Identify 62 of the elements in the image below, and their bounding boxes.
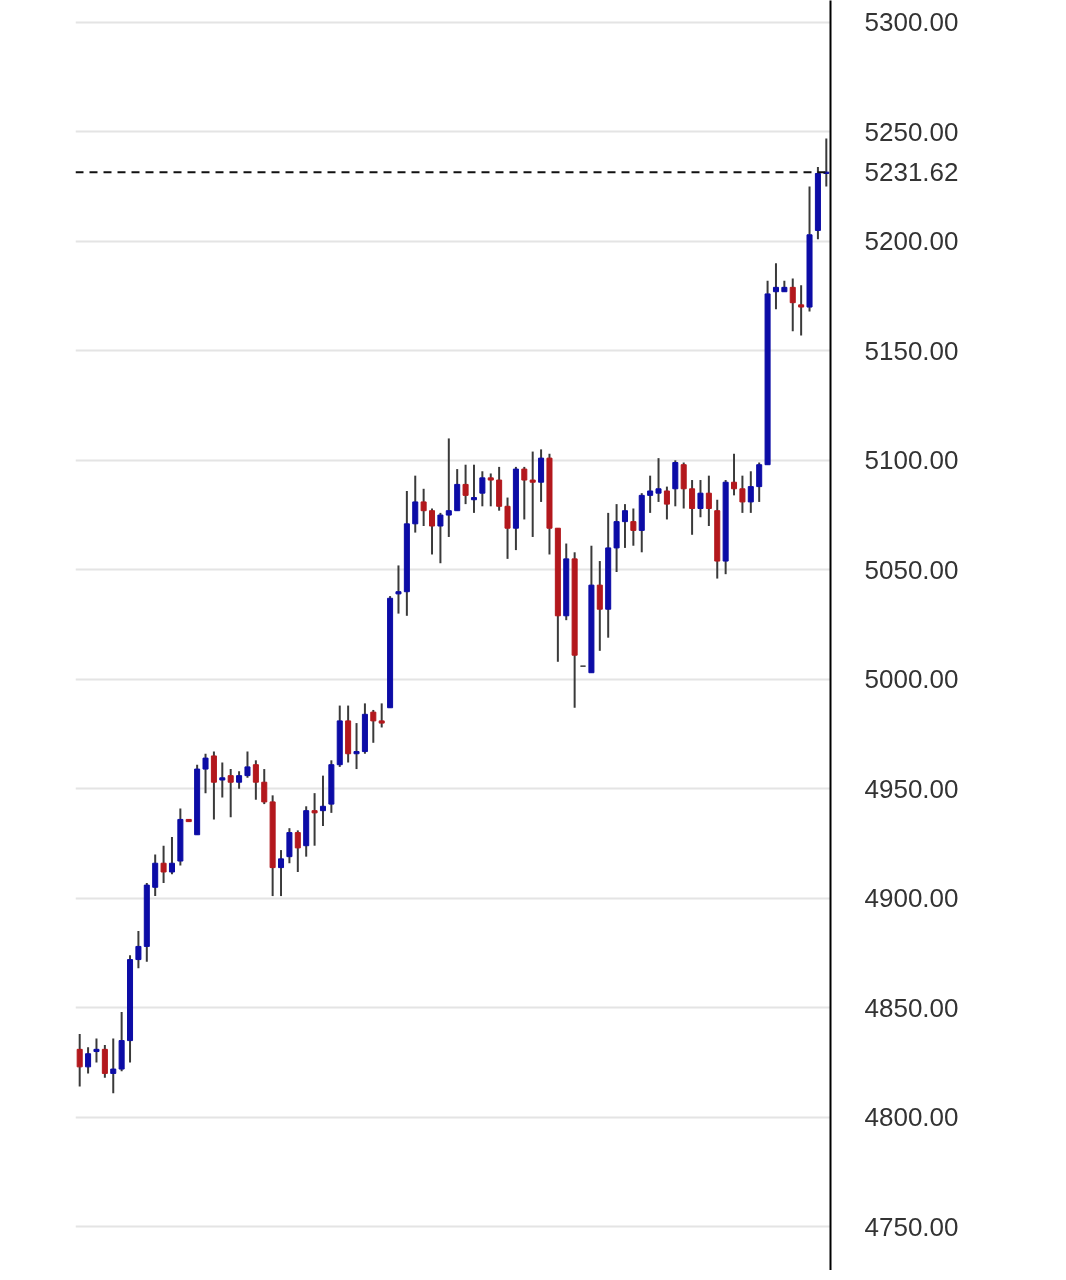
candlestick — [278, 849, 285, 898]
candlestick — [319, 774, 326, 827]
candlestick — [731, 452, 738, 497]
candlestick — [445, 437, 452, 538]
y-tick-label: 4800.00 — [864, 1102, 959, 1133]
candlestick — [739, 474, 746, 514]
candlestick — [756, 461, 763, 503]
candlestick — [630, 507, 637, 547]
candlestick — [219, 761, 226, 799]
candlestick — [76, 1033, 83, 1088]
candlestick — [311, 792, 318, 847]
candlestick — [395, 564, 402, 615]
candlestick — [160, 844, 167, 884]
candlestick — [823, 137, 830, 188]
candlestick — [798, 284, 805, 337]
candlestick — [521, 465, 528, 521]
candlestick — [378, 702, 385, 729]
candlestick — [462, 463, 469, 506]
y-tick-label: 5150.00 — [864, 335, 959, 366]
y-tick-label: 4900.00 — [864, 883, 959, 914]
candlestick — [663, 485, 670, 521]
candlestick — [412, 474, 419, 534]
candlestick — [621, 503, 628, 549]
candlestick — [789, 277, 796, 333]
candlestick — [747, 470, 754, 514]
candlestick — [470, 463, 477, 514]
y-tick-label: 5100.00 — [864, 445, 959, 476]
candlestick — [697, 479, 704, 519]
candlestick — [420, 487, 427, 528]
candlestick — [479, 470, 486, 508]
candlestick — [168, 835, 175, 876]
y-tick-label: 5050.00 — [864, 554, 959, 585]
candlestick — [85, 1046, 92, 1075]
y-tick-label: 5250.00 — [864, 116, 959, 147]
candlestick — [689, 479, 696, 536]
y-tick-label: 4750.00 — [864, 1211, 959, 1242]
candlestick — [202, 752, 209, 795]
y-tick-label: 5000.00 — [864, 664, 959, 695]
ref-line-label: 5231.62 — [864, 157, 959, 188]
candlestick — [655, 457, 662, 503]
candlestick — [705, 474, 712, 528]
candlestick — [429, 507, 436, 556]
candlestick — [261, 768, 268, 806]
candlestick — [487, 472, 494, 508]
candlestick — [252, 759, 259, 801]
candlestick — [437, 511, 444, 565]
candlestick — [227, 768, 234, 819]
y-tick-label: 4850.00 — [864, 992, 959, 1023]
candlestick — [244, 750, 251, 779]
candlestick — [772, 262, 779, 311]
candlestick — [370, 708, 377, 744]
candlestick — [93, 1037, 100, 1064]
y-tick-label: 5300.00 — [864, 7, 959, 38]
candlestick — [110, 1037, 117, 1095]
candlestick — [504, 496, 511, 560]
candlestick — [647, 474, 654, 514]
candlestick — [353, 722, 360, 771]
y-tick-label: 4950.00 — [864, 773, 959, 804]
candlestick — [135, 930, 142, 970]
candlestick — [294, 829, 301, 873]
y-tick-label: 5200.00 — [864, 226, 959, 257]
candlestick — [529, 450, 536, 538]
